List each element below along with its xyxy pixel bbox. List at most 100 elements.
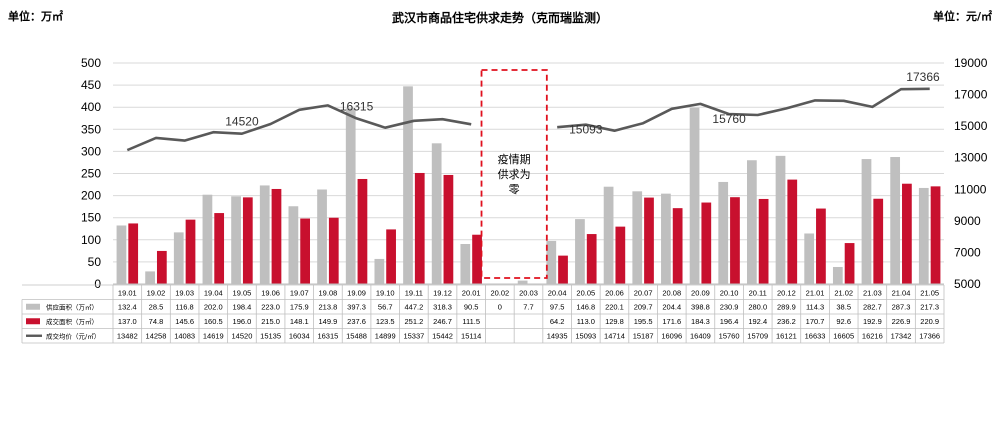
table-cell: 160.5 <box>204 317 223 326</box>
table-cell: 16096 <box>661 331 682 340</box>
supply-bar <box>804 233 815 284</box>
x-tick-label: 20.03 <box>519 289 538 298</box>
table-cell: 15709 <box>747 331 768 340</box>
deal-bar <box>586 234 597 284</box>
table-cell: 15187 <box>633 331 654 340</box>
deal-bar <box>816 208 826 284</box>
table-cell: 14520 <box>232 331 253 340</box>
table-cell: 209.7 <box>634 302 653 311</box>
deal-bar <box>271 188 282 284</box>
supply-bar <box>145 271 155 284</box>
supply-bar <box>603 186 614 284</box>
supply-bar <box>890 157 901 284</box>
table-cell: 111.5 <box>462 317 480 326</box>
table-cell: 16034 <box>289 331 310 340</box>
x-tick-label: 21.03 <box>863 289 882 298</box>
supply-bar <box>345 108 356 284</box>
supply-bar <box>718 181 729 284</box>
deal-bar <box>300 218 311 284</box>
right-tick-label: 11000 <box>954 182 987 196</box>
x-tick-label: 20.12 <box>777 289 796 298</box>
table-cell: 146.8 <box>576 302 595 311</box>
epidemic-gap-frame <box>480 69 548 279</box>
table-cell: 16121 <box>776 331 797 340</box>
table-cell: 14714 <box>604 331 625 340</box>
left-tick-label: 200 <box>81 189 101 203</box>
table-cell: 14083 <box>174 331 195 340</box>
supply-bar <box>632 191 643 284</box>
x-tick-label: 19.05 <box>233 289 252 298</box>
epidemic-gap-box: 疫情期 供求为 零 <box>480 69 548 279</box>
x-tick-label: 19.01 <box>118 289 137 298</box>
table-cell: 196.4 <box>720 317 739 326</box>
table-cell: 116.8 <box>176 302 194 311</box>
table-cell: 230.9 <box>720 302 739 311</box>
supply-bar <box>575 219 585 284</box>
table-cell: 398.8 <box>691 302 710 311</box>
price-annotation: 14520 <box>225 115 259 129</box>
supply-bar <box>116 225 127 284</box>
deal-bar <box>128 223 139 284</box>
chart-title: 武汉市商品住宅供求走势（克而瑞监测） <box>392 10 608 25</box>
table-cell: 56.7 <box>378 302 393 311</box>
price-line <box>557 87 930 132</box>
deal-bar <box>472 234 482 284</box>
table-cell: 17366 <box>919 331 940 340</box>
table-cell: 15488 <box>346 331 367 340</box>
table-cell: 213.8 <box>319 302 338 311</box>
x-tick-label: 21.02 <box>834 289 853 298</box>
x-tick-label: 19.12 <box>433 289 452 298</box>
supply-bar <box>918 187 929 284</box>
table-cell: 220.9 <box>920 317 939 326</box>
left-tick-label: 50 <box>88 255 102 269</box>
table-cell: 15442 <box>432 331 453 340</box>
price-annotation: 16315 <box>340 99 374 113</box>
price-annotation: 15093 <box>569 123 603 137</box>
legend-deal-label: 成交面积（万㎡） <box>46 317 98 326</box>
x-tick-label: 20.09 <box>691 289 710 298</box>
x-tick-label: 19.09 <box>347 289 366 298</box>
supply-bar <box>546 240 557 284</box>
deal-bar <box>156 250 167 284</box>
table-cell: 13482 <box>117 331 138 340</box>
deal-bar <box>873 198 884 284</box>
deal-bar <box>644 197 654 284</box>
x-tick-label: 19.03 <box>175 289 194 298</box>
supply-bar <box>861 159 872 284</box>
left-axis-unit: 单位：万㎡ <box>8 9 63 23</box>
supply-bar <box>517 280 528 284</box>
deal-bar <box>787 179 798 284</box>
table-cell: 192.4 <box>748 317 767 326</box>
table-cell: 15337 <box>403 331 424 340</box>
x-tick-label: 19.07 <box>290 289 309 298</box>
table-cell: 289.9 <box>777 302 796 311</box>
table-cell: 282.7 <box>863 302 882 311</box>
supply-bar <box>431 143 442 284</box>
left-tick-label: 300 <box>81 144 101 158</box>
supply-bar <box>374 258 385 284</box>
x-tick-label: 20.07 <box>634 289 653 298</box>
legend-price-label: 成交均价（元/㎡） <box>46 331 100 340</box>
deal-bar <box>730 197 740 284</box>
bar-series <box>113 86 944 285</box>
price-annotation: 15760 <box>712 112 746 126</box>
price-annotation: 17366 <box>906 70 940 84</box>
x-tick-label: 20.08 <box>662 289 681 298</box>
right-tick-label: 5000 <box>954 277 981 291</box>
line-series <box>126 87 930 152</box>
supply-bar <box>173 232 184 284</box>
x-tick-label: 20.01 <box>462 289 481 298</box>
deal-bar <box>558 255 568 284</box>
right-tick-label: 7000 <box>954 245 981 259</box>
table-cell: 237.6 <box>347 317 366 326</box>
deal-bar <box>443 174 454 284</box>
table-cell: 132.4 <box>118 302 137 311</box>
table-cell: 195.5 <box>634 317 653 326</box>
table-cell: 114.3 <box>806 302 824 311</box>
right-tick-label: 9000 <box>954 214 981 228</box>
gap-box-line-3: 零 <box>509 183 520 196</box>
price-line <box>126 104 472 152</box>
table-cell: 318.3 <box>433 302 452 311</box>
x-tick-label: 21.01 <box>806 289 825 298</box>
supply-bar <box>202 194 213 284</box>
